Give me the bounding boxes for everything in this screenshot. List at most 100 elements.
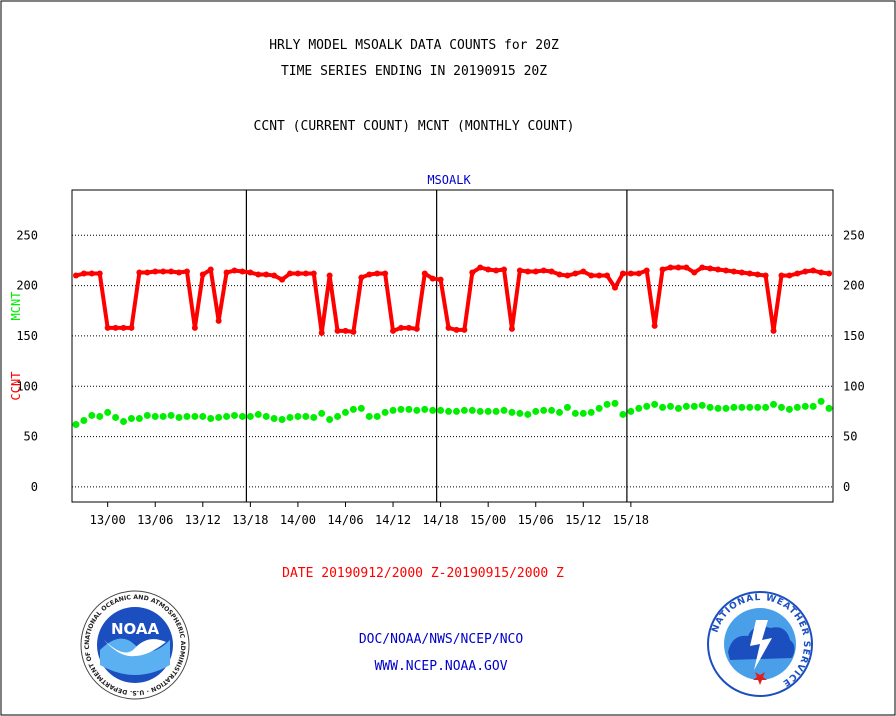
ccnt-point bbox=[207, 266, 214, 273]
ccnt-point bbox=[334, 327, 341, 334]
mcnt-point bbox=[191, 412, 199, 420]
mcnt-point bbox=[460, 406, 468, 414]
x-tick-label: 13/12 bbox=[185, 513, 221, 527]
mcnt-point bbox=[730, 403, 738, 411]
mcnt-point bbox=[682, 402, 690, 410]
x-tick-label: 15/12 bbox=[565, 513, 601, 527]
ccnt-point bbox=[358, 274, 365, 281]
ccnt-point bbox=[532, 268, 539, 275]
mcnt-point bbox=[96, 412, 104, 420]
ccnt-point bbox=[152, 268, 159, 275]
mcnt-point bbox=[72, 421, 80, 429]
mcnt-point bbox=[817, 397, 825, 405]
ccnt-point bbox=[80, 270, 87, 277]
mcnt-point bbox=[587, 408, 595, 416]
y-tick-label-right: 50 bbox=[843, 430, 857, 444]
ccnt-point bbox=[564, 272, 571, 279]
ccnt-point bbox=[548, 268, 555, 275]
mcnt-point bbox=[231, 411, 239, 419]
mcnt-point bbox=[484, 407, 492, 415]
ccnt-point bbox=[501, 266, 508, 273]
mcnt-point bbox=[373, 412, 381, 420]
mcnt-point bbox=[825, 404, 833, 412]
ccnt-point bbox=[247, 269, 254, 276]
mcnt-point bbox=[215, 413, 223, 421]
ccnt-point bbox=[271, 272, 278, 279]
nws-logo: NATIONAL WEATHER SERVICE bbox=[707, 591, 813, 697]
x-tick-label: 14/12 bbox=[375, 513, 411, 527]
ccnt-point bbox=[477, 264, 484, 271]
mcnt-point bbox=[270, 414, 278, 422]
y-tick-label-left: 250 bbox=[16, 228, 38, 242]
ccnt-point bbox=[604, 272, 611, 279]
plot-area-border bbox=[71, 189, 834, 503]
ccnt-point bbox=[168, 268, 175, 275]
ccnt-point bbox=[183, 268, 190, 275]
mcnt-point bbox=[548, 406, 556, 414]
ccnt-point bbox=[738, 269, 745, 276]
ccnt-point bbox=[413, 325, 420, 332]
ccnt-point bbox=[374, 270, 381, 277]
mcnt-point bbox=[738, 403, 746, 411]
mcnt-point bbox=[405, 405, 413, 413]
ccnt-point bbox=[659, 266, 666, 273]
mcnt-point bbox=[532, 407, 540, 415]
noaa-logo-text: NOAA bbox=[111, 620, 160, 638]
mcnt-point bbox=[223, 412, 231, 420]
ccnt-point bbox=[524, 268, 531, 275]
ccnt-point bbox=[279, 276, 286, 283]
ccnt-point bbox=[580, 268, 587, 275]
mcnt-point bbox=[595, 404, 603, 412]
y-tick-label-left: 150 bbox=[16, 329, 38, 343]
mcnt-point bbox=[627, 407, 635, 415]
mcnt-point bbox=[341, 408, 349, 416]
ccnt-point bbox=[770, 327, 777, 334]
mcnt-point bbox=[80, 416, 88, 424]
mcnt-point bbox=[429, 406, 437, 414]
mcnt-point bbox=[413, 406, 421, 414]
mcnt-point bbox=[389, 406, 397, 414]
y-tick-label-right: 0 bbox=[843, 480, 850, 494]
mcnt-point bbox=[199, 412, 207, 420]
ccnt-point bbox=[746, 270, 753, 277]
x-tick-label: 14/00 bbox=[280, 513, 316, 527]
mcnt-point bbox=[666, 402, 674, 410]
mcnt-point bbox=[508, 408, 516, 416]
ccnt-point bbox=[72, 272, 79, 279]
ccnt-point bbox=[635, 270, 642, 277]
website-link[interactable]: WWW.NCEP.NOAA.GOV bbox=[374, 659, 508, 674]
star-icon bbox=[753, 672, 767, 685]
mcnt-point bbox=[246, 412, 254, 420]
ccnt-point bbox=[445, 324, 452, 331]
mcnt-point bbox=[556, 408, 564, 416]
mcnt-point bbox=[183, 412, 191, 420]
ccnt-point bbox=[667, 264, 674, 271]
ccnt-point bbox=[405, 324, 412, 331]
y-tick-label-right: 100 bbox=[843, 379, 865, 393]
mcnt-point bbox=[88, 411, 96, 419]
mcnt-point bbox=[777, 403, 785, 411]
mcnt-point bbox=[151, 412, 159, 420]
ccnt-point bbox=[318, 329, 325, 336]
ccnt-point bbox=[397, 324, 404, 331]
mcnt-point bbox=[762, 403, 770, 411]
mcnt-point bbox=[365, 412, 373, 420]
ccnt-point bbox=[556, 271, 563, 278]
mcnt-point bbox=[104, 408, 112, 416]
mcnt-point bbox=[120, 417, 128, 425]
y-tick-label-left: 100 bbox=[16, 379, 38, 393]
ccnt-point bbox=[429, 275, 436, 282]
ccnt-point bbox=[215, 317, 222, 324]
ccnt-point bbox=[239, 268, 246, 275]
mcnt-point bbox=[349, 405, 357, 413]
ccnt-point bbox=[508, 325, 515, 332]
mcnt-point bbox=[286, 413, 294, 421]
ccnt-point bbox=[699, 264, 706, 271]
mcnt-point bbox=[809, 402, 817, 410]
mcnt-point bbox=[175, 413, 183, 421]
ccnt-point bbox=[485, 266, 492, 273]
mcnt-point bbox=[278, 415, 286, 423]
ccnt-point bbox=[104, 324, 111, 331]
mcnt-point bbox=[619, 410, 627, 418]
